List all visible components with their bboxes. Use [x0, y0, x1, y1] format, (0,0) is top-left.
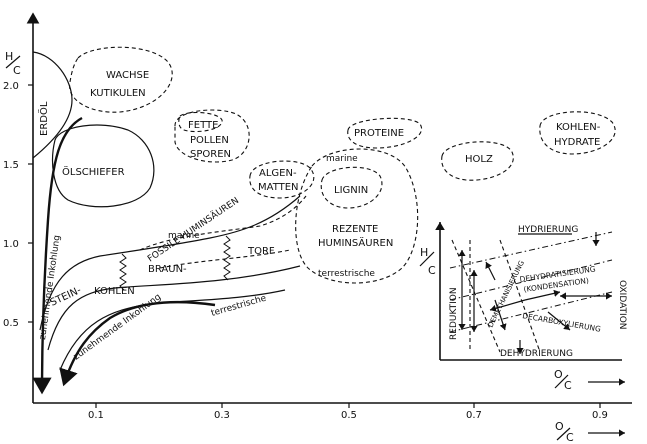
kohlen-label: KOHLEN	[94, 286, 135, 297]
fette-inner	[178, 111, 223, 133]
sporen-label: SPOREN	[190, 149, 231, 160]
terrestrische-label-bottom: terrestrische	[318, 269, 375, 279]
inkohlung-vertical-label: zunehmende Inkohlung	[38, 234, 63, 340]
erdoel-label: ERDÖL	[37, 101, 50, 136]
rezente-huminsaeuren-region	[295, 148, 419, 284]
inset-y-label-c: C	[428, 264, 436, 277]
x-tick-label: 0.9	[592, 410, 608, 421]
braun-torf-divider	[223, 235, 231, 281]
x-tick-label: 0.7	[466, 410, 482, 421]
torf-label: TORF	[247, 246, 275, 257]
rezente-label: REZENTE	[332, 224, 378, 235]
y-ticks	[28, 84, 33, 323]
fossile-marine-label: marine	[168, 231, 200, 241]
erdoel-region	[32, 51, 73, 159]
inset-x-label-c: C	[564, 379, 572, 392]
inset-y-label-h: H	[420, 246, 428, 259]
coal-upper-boundary	[39, 195, 301, 331]
kohlenhydrate-label-2: HYDRATE	[554, 137, 600, 148]
inset-x-label-o: O	[554, 368, 563, 381]
kutikulen-label: KUTIKULEN	[90, 88, 146, 99]
kohlenhydrate-label-1: KOHLEN-	[556, 122, 601, 133]
x-tick-label: 0.5	[341, 410, 357, 421]
y-tick-label: 1.0	[3, 239, 19, 250]
inkohlung-lower-label: zunehmende Inkohlung	[72, 292, 163, 362]
braun-label: BRAUN-	[148, 264, 187, 275]
huminsaeuren-label: HUMINSÄUREN	[318, 236, 393, 249]
algenmatten-label-2: MATTEN	[258, 182, 299, 193]
wachse-label: WACHSE	[106, 70, 149, 81]
y-axis-label-c: C	[13, 64, 21, 77]
y-tick-label: 2.0	[3, 81, 19, 92]
inkohlung-vertical-arrow	[32, 116, 83, 395]
stein-braun-divider	[119, 253, 127, 291]
pollen-label: POLLEN	[190, 135, 229, 146]
holz-label: HOLZ	[465, 154, 493, 165]
fette-region	[174, 109, 250, 163]
x-axis-label-o: O	[555, 420, 564, 433]
algenmatten-label-1: ALGEN-	[259, 168, 297, 179]
inset-hydrierung: HYDRIERUNG	[518, 225, 578, 235]
lignin-region	[320, 166, 383, 209]
lignin-label: LIGNIN	[334, 185, 368, 196]
x-tick-label: 0.1	[88, 410, 104, 421]
inset-oxidation: OXIDATION	[617, 280, 627, 330]
oelschiefer-label: ÖLSCHIEFER	[62, 165, 125, 178]
y-axis-label-h: H	[5, 50, 13, 63]
x-tick-label: 0.3	[214, 410, 230, 421]
x-axis-label-c: C	[566, 431, 574, 444]
inkohlung-lower-arrow	[59, 300, 216, 387]
marine-label-top: marine	[326, 154, 358, 164]
inset-decarboxylierung: DECARBOXYLIERUNG	[522, 311, 602, 334]
wachse-region	[69, 46, 173, 113]
fette-label: FETTE	[188, 120, 218, 131]
algenmatten-region	[249, 160, 315, 199]
proteine-region	[347, 117, 423, 149]
x-ticks	[95, 403, 601, 408]
oelschiefer-region	[51, 124, 155, 208]
y-tick-label: 1.5	[3, 160, 19, 171]
kohlenhydrate-region	[539, 111, 616, 155]
inset-dehydrierung: DEHYDRIERUNG	[500, 349, 573, 359]
y-tick-label: 0.5	[3, 318, 19, 329]
inset-reduktion: REDUKTION	[449, 287, 459, 340]
coal-middle-boundary	[47, 265, 301, 351]
proteine-label: PROTEINE	[354, 128, 404, 139]
inset-diagram: H C O C HYDRIERUNG REDUKTION OXIDATION D…	[419, 222, 627, 392]
